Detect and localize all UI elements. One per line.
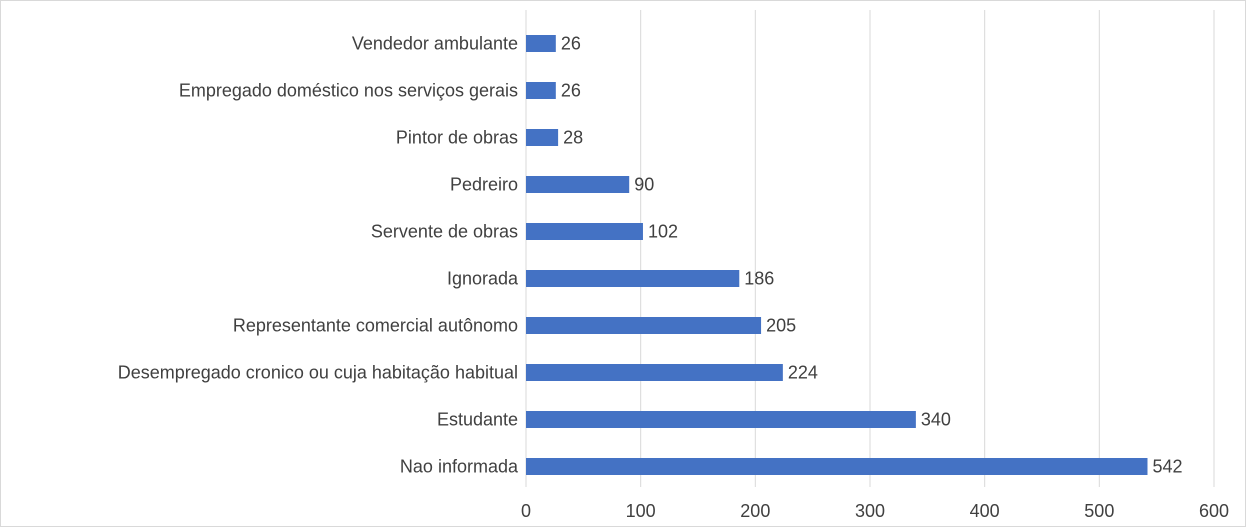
- y-tick-label: Nao informada: [400, 456, 519, 476]
- data-label: 340: [921, 409, 951, 429]
- bar: [526, 458, 1148, 475]
- bar: [526, 129, 559, 146]
- y-tick-label: Representante comercial autônomo: [233, 315, 518, 335]
- data-label: 224: [788, 362, 818, 382]
- bar: [526, 270, 740, 287]
- data-label: 542: [1152, 456, 1182, 476]
- y-tick-label: Empregado doméstico nos serviços gerais: [179, 80, 518, 100]
- x-tick-label: 300: [855, 501, 885, 521]
- x-tick-label: 200: [740, 501, 770, 521]
- y-tick-label: Desempregado cronico ou cuja habitação h…: [118, 362, 518, 382]
- y-tick-label: Vendedor ambulante: [352, 33, 518, 53]
- y-tick-label: Estudante: [437, 409, 518, 429]
- bar: [526, 35, 556, 52]
- data-label: 26: [561, 33, 581, 53]
- x-tick-label: 100: [626, 501, 656, 521]
- data-label: 102: [648, 221, 678, 241]
- data-label: 90: [634, 174, 654, 194]
- y-tick-label: Pedreiro: [450, 174, 518, 194]
- x-tick-label: 500: [1084, 501, 1114, 521]
- bar: [526, 82, 556, 99]
- x-tick-label: 600: [1199, 501, 1229, 521]
- x-tick-label: 0: [521, 501, 531, 521]
- bar: [526, 411, 916, 428]
- data-label: 28: [563, 127, 583, 147]
- bar: [526, 223, 643, 240]
- y-tick-label: Servente de obras: [371, 221, 518, 241]
- y-tick-label: Ignorada: [447, 268, 519, 288]
- bar: [526, 364, 783, 381]
- x-tick-label: 400: [970, 501, 1000, 521]
- data-label: 186: [744, 268, 774, 288]
- bar: [526, 176, 630, 193]
- y-tick-label: Pintor de obras: [396, 127, 518, 147]
- data-label: 205: [766, 315, 796, 335]
- data-label: 26: [561, 80, 581, 100]
- bar: [526, 317, 762, 334]
